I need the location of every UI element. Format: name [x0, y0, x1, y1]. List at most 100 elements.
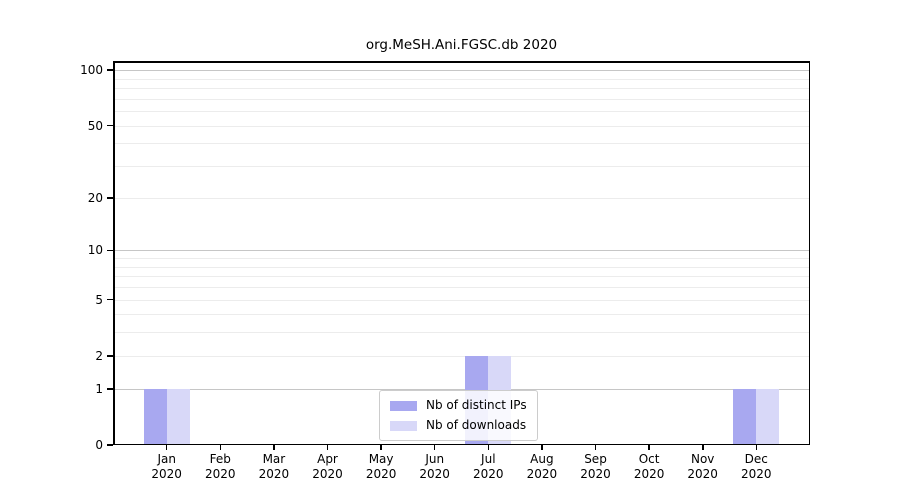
- x-tick-may: [380, 445, 382, 450]
- x-tick-apr: [326, 445, 329, 450]
- x-axis-spine: [113, 443, 810, 445]
- bar-downloads-jan: [166, 388, 190, 445]
- minor-gridline-90: [113, 78, 810, 80]
- legend-label-downloads: Nb of downloads: [426, 418, 527, 432]
- y-tick-100: [107, 69, 113, 71]
- minor-gridline-8: [113, 266, 810, 268]
- major-gridline-100: [113, 70, 810, 72]
- minor-gridline-20: [113, 197, 810, 199]
- y-tick-label-10: 10: [87, 243, 103, 258]
- y-tick-label-2: 2: [95, 348, 103, 363]
- x-tick-month: Jan: [157, 452, 176, 466]
- x-tick-label-may: May 2020: [341, 452, 421, 482]
- legend-item-downloads: Nb of downloads: [390, 418, 527, 433]
- x-tick-year: 2020: [365, 467, 397, 481]
- x-tick-year: 2020: [258, 467, 290, 481]
- x-tick-year: 2020: [526, 467, 558, 481]
- major-gridline-1: [113, 388, 810, 390]
- legend-label-distinct-ips: Nb of distinct IPs: [426, 398, 527, 412]
- x-tick-year: 2020: [473, 467, 504, 481]
- x-tick-year: 2020: [633, 467, 665, 481]
- x-tick-month: Apr: [317, 452, 338, 466]
- y-tick-1: [107, 388, 113, 390]
- y-tick-5: [107, 298, 113, 301]
- x-tick-label-oct: Oct 2020: [609, 452, 689, 482]
- minor-gridline-7: [113, 276, 810, 278]
- bar-layer: [113, 61, 810, 445]
- x-tick-label-apr: Apr 2020: [288, 452, 368, 482]
- x-tick-month: Dec: [744, 452, 768, 466]
- x-tick-year: 2020: [205, 467, 236, 481]
- y-tick-2: [107, 355, 113, 357]
- x-tick-month: Nov: [690, 452, 715, 466]
- x-tick-label-jan: Jan 2020: [127, 452, 207, 482]
- x-tick-month: Feb: [209, 452, 231, 466]
- x-tick-year: 2020: [312, 467, 343, 481]
- x-tick-dec: [755, 445, 758, 450]
- minor-gridline-30: [113, 166, 810, 168]
- minor-gridline-50: [113, 125, 810, 127]
- bar-distinct-ips-jan: [143, 388, 167, 445]
- y-tick-label-100: 100: [80, 63, 103, 78]
- major-gridline-10: [113, 250, 810, 252]
- legend-item-distinct-ips: Nb of distinct IPs: [390, 398, 527, 413]
- x-tick-year: 2020: [419, 467, 450, 481]
- x-tick-label-feb: Feb 2020: [180, 452, 260, 482]
- bar-distinct-ips-dec: [733, 388, 757, 445]
- minor-gridline-60: [113, 111, 810, 113]
- x-tick-year: 2020: [151, 467, 182, 481]
- x-tick-sep: [594, 445, 597, 450]
- y-tick-label-20: 20: [87, 190, 103, 205]
- y-tick-50: [107, 124, 113, 127]
- x-tick-label-sep: Sep 2020: [556, 452, 636, 482]
- x-tick-month: Sep: [584, 452, 607, 466]
- minor-gridline-70: [113, 98, 810, 100]
- minor-gridline-5: [113, 299, 810, 301]
- x-tick-label-jun: Jun 2020: [395, 452, 475, 482]
- x-tick-jan: [165, 445, 168, 450]
- x-tick-oct: [648, 445, 650, 450]
- x-tick-aug: [541, 445, 543, 450]
- x-tick-month: Jun: [425, 452, 445, 466]
- y-tick-label-5: 5: [95, 292, 103, 307]
- minor-gridline-3: [113, 332, 810, 334]
- x-tick-month: Jul: [481, 452, 496, 466]
- plot-area: Nb of distinct IPs Nb of downloads: [113, 61, 810, 445]
- minor-gridline-4: [113, 314, 810, 316]
- grid-layer: [113, 61, 810, 445]
- y-tick-label-0: 0: [95, 438, 103, 452]
- y-tick-label-50: 50: [87, 118, 103, 133]
- minor-gridline-2: [113, 355, 810, 357]
- x-tick-month: May: [368, 452, 394, 466]
- minor-gridline-80: [113, 88, 810, 90]
- y-tick-label-1: 1: [95, 381, 103, 396]
- x-tick-label-aug: Aug 2020: [502, 452, 582, 482]
- x-tick-year: 2020: [580, 467, 611, 481]
- x-tick-label-jul: Jul 2020: [448, 452, 528, 482]
- x-tick-label-dec: Dec 2020: [716, 452, 796, 482]
- x-tick-year: 2020: [741, 467, 772, 481]
- minor-gridline-40: [113, 143, 810, 145]
- x-tick-label-nov: Nov 2020: [663, 452, 743, 482]
- x-tick-feb: [219, 445, 222, 450]
- y-tick-20: [107, 197, 113, 199]
- chart-title: org.MeSH.Ani.FGSC.db 2020: [365, 37, 558, 53]
- x-tick-label-mar: Mar 2020: [234, 452, 314, 482]
- x-tick-jun: [433, 445, 436, 450]
- y-axis-spine: [113, 61, 115, 445]
- bar-downloads-dec: [756, 388, 780, 445]
- minor-gridline-9: [113, 258, 810, 259]
- legend-swatch-downloads: [390, 420, 417, 431]
- x-tick-month: Aug: [530, 452, 554, 466]
- x-tick-nov: [702, 445, 704, 450]
- y-tick-0: [107, 444, 113, 446]
- right-spine: [808, 61, 810, 445]
- x-tick-mar: [273, 445, 275, 450]
- x-tick-month: Oct: [638, 452, 660, 466]
- x-tick-year: 2020: [687, 467, 718, 481]
- top-spine: [113, 61, 810, 63]
- x-tick-jul: [487, 445, 490, 450]
- x-tick-month: Mar: [262, 452, 286, 466]
- y-tick-10: [107, 249, 113, 251]
